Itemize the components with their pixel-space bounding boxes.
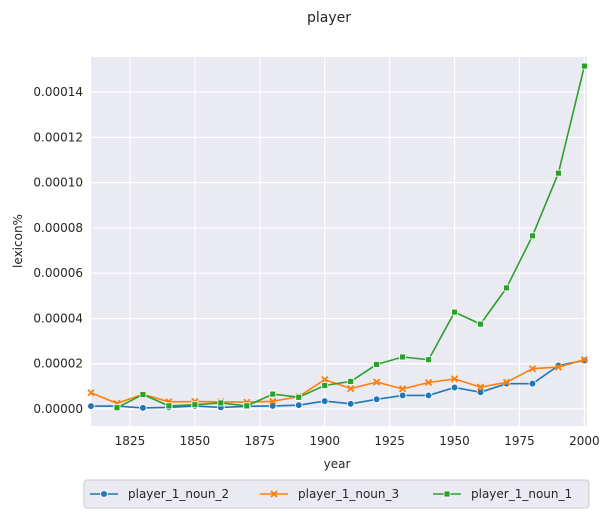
data-point xyxy=(113,404,121,412)
y-tick-label: 0.00008 xyxy=(33,221,83,235)
data-point xyxy=(321,375,329,384)
data-point xyxy=(373,378,381,386)
data-point xyxy=(191,401,199,409)
data-point xyxy=(476,383,485,391)
legend-label: player_1_noun_1 xyxy=(471,487,572,501)
x-tick-label: 1875 xyxy=(245,434,276,448)
data-point xyxy=(399,353,407,361)
data-point xyxy=(450,375,459,383)
x-tick-label: 1975 xyxy=(504,434,535,448)
data-point xyxy=(476,388,485,397)
y-tick-label: 0.00002 xyxy=(33,357,83,371)
data-point xyxy=(528,379,537,388)
legend-label: player_1_noun_2 xyxy=(128,487,229,501)
plot-area xyxy=(91,57,587,426)
legend-box xyxy=(83,479,590,509)
series-line xyxy=(91,359,585,409)
data-point xyxy=(528,365,537,373)
data-point xyxy=(217,399,225,407)
legend-marker xyxy=(100,490,108,498)
data-point xyxy=(450,383,459,392)
y-tick-label: 0.00012 xyxy=(33,130,83,144)
x-tick-label: 1850 xyxy=(180,434,211,448)
legend-item: player_1_noun_2 xyxy=(90,487,229,501)
grid-lines xyxy=(91,57,587,426)
data-point xyxy=(346,400,355,408)
legend-marker xyxy=(443,490,451,498)
data-point xyxy=(243,402,251,410)
series-layer xyxy=(87,62,589,412)
data-point xyxy=(503,284,510,292)
y-tick-label: 0.00000 xyxy=(33,402,83,416)
data-point xyxy=(424,391,433,400)
y-tick-labels: 0.00000 0.00002 0.00004 0.00006 0.00008 0.000… xyxy=(33,85,83,416)
data-point xyxy=(555,169,562,177)
data-point xyxy=(502,378,511,386)
data-point xyxy=(321,382,329,389)
data-point xyxy=(295,393,303,401)
data-point xyxy=(87,389,95,397)
data-point xyxy=(580,356,589,364)
y-tick-label: 0.00014 xyxy=(33,85,83,99)
x-tick-label: 2000 xyxy=(569,434,600,448)
data-point xyxy=(424,378,433,387)
data-point xyxy=(165,402,173,410)
data-point xyxy=(398,385,407,393)
data-point xyxy=(294,401,303,409)
data-point xyxy=(373,361,381,368)
y-tick-label: 0.00004 xyxy=(33,311,83,325)
data-point xyxy=(425,356,432,364)
x-tick-labels: 1825 1850 1875 1900 1925 1950 1975 2000 xyxy=(115,434,600,448)
data-point xyxy=(347,385,355,393)
legend-marker xyxy=(270,490,278,498)
data-point xyxy=(477,320,484,328)
data-point xyxy=(398,391,407,400)
data-point xyxy=(347,378,355,385)
x-tick-label: 1900 xyxy=(309,434,340,448)
chart-title: player xyxy=(307,10,351,26)
x-axis-label: year xyxy=(324,457,351,471)
data-point xyxy=(269,390,277,398)
data-point xyxy=(320,397,329,405)
data-point xyxy=(451,308,458,316)
x-tick-label: 1825 xyxy=(115,434,146,448)
data-point xyxy=(581,62,588,70)
y-tick-label: 0.00010 xyxy=(33,176,83,190)
x-tick-label: 1950 xyxy=(439,434,470,448)
x-tick-label: 1925 xyxy=(374,434,405,448)
y-tick-label: 0.00006 xyxy=(33,266,83,280)
y-axis-label: lexicon% xyxy=(11,214,25,268)
data-point xyxy=(139,404,147,412)
series-player_1_noun_1 xyxy=(113,62,588,412)
data-point xyxy=(372,395,381,404)
data-point xyxy=(554,363,563,371)
data-point xyxy=(529,232,536,240)
legend-label: player_1_noun_3 xyxy=(298,487,399,501)
legend: player_1_noun_2 player_1_noun_3 player_1_n… xyxy=(83,479,590,509)
legend-item: player_1_noun_3 xyxy=(260,487,399,501)
data-point xyxy=(269,397,277,405)
legend-item: player_1_noun_1 xyxy=(433,487,572,501)
data-point xyxy=(139,391,147,398)
data-point xyxy=(87,402,95,410)
